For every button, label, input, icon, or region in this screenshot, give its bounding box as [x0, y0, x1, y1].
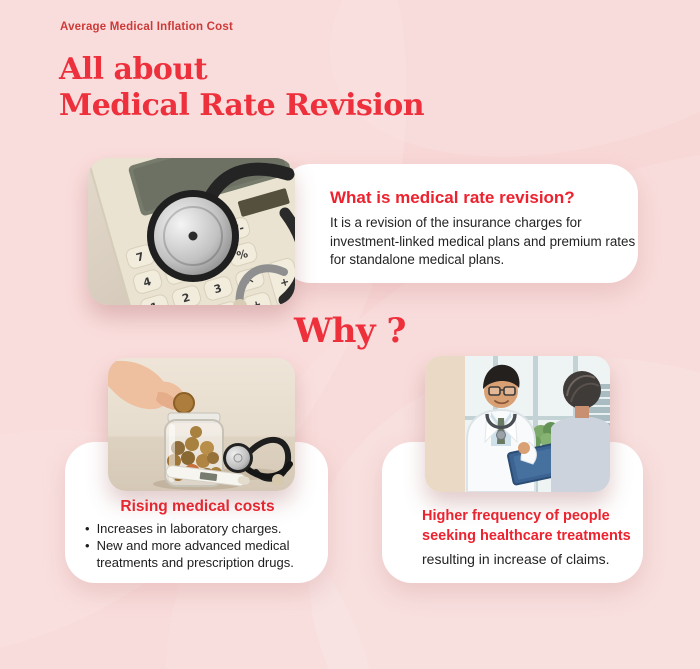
doctor	[466, 364, 566, 492]
patient	[551, 371, 610, 492]
svg-text:%: %	[235, 247, 249, 263]
thermometer	[165, 465, 250, 487]
svg-text:+: +	[278, 275, 290, 290]
coins-jar-stethoscope-thermometer-photo	[108, 358, 295, 491]
page-title: All about Medical Rate Revision	[59, 52, 425, 124]
rising-costs-bullet-list: • Increases in laboratory charges. • New…	[85, 520, 310, 571]
doctor-consulting-patient-photo	[425, 356, 610, 492]
svg-text:1: 1	[149, 300, 160, 305]
calculator-illustration: 7 4 1 0 8 5 2 00 6 3 · +/- % × +	[88, 158, 295, 305]
why-heading: Why ?	[294, 311, 406, 351]
what-is-title: What is medical rate revision?	[330, 188, 575, 207]
svg-text:2: 2	[181, 291, 192, 305]
svg-text:4: 4	[142, 275, 153, 290]
bullet-text: Increases in laboratory charges.	[96, 521, 282, 536]
svg-text:+: +	[250, 297, 262, 305]
what-is-body: It is a revision of the insurance charge…	[330, 215, 636, 267]
bullet-text: New and more advanced medical treatments…	[96, 538, 294, 571]
list-item: • Increases in laboratory charges.	[85, 520, 313, 537]
bullet-icon: •	[85, 538, 90, 554]
svg-text:7: 7	[135, 250, 146, 265]
page-title-line2: Medical Rate Revision	[59, 88, 425, 123]
higher-frequency-title: Higher frequency of people seeking healt…	[422, 508, 631, 544]
rising-costs-title: Rising medical costs	[120, 498, 275, 515]
list-item: • New and more advanced medical treatmen…	[85, 537, 313, 571]
savings-jar-illustration	[108, 358, 295, 491]
eyebrow-label: Average Medical Inflation Cost	[60, 21, 233, 33]
bullet-icon: •	[85, 521, 90, 536]
svg-text:3: 3	[212, 282, 223, 297]
hand-dropping-coin	[108, 360, 195, 414]
stethoscope	[223, 436, 293, 486]
doctor-patient-illustration	[425, 356, 610, 492]
what-is-card: What is medical rate revision? It is a r…	[281, 164, 638, 283]
calculator-with-stethoscope-photo: 7 4 1 0 8 5 2 00 6 3 · +/- % × +	[88, 158, 295, 305]
higher-frequency-body: resulting in increase of claims.	[422, 551, 610, 567]
page-title-line1: All about	[59, 52, 208, 87]
